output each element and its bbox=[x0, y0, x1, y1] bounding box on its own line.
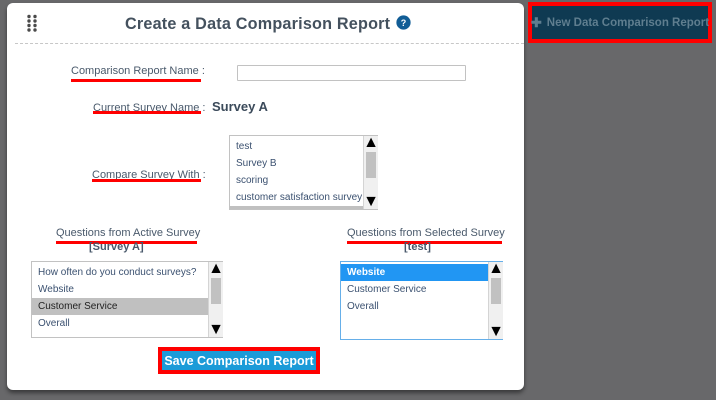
svg-text:?: ? bbox=[401, 18, 407, 28]
